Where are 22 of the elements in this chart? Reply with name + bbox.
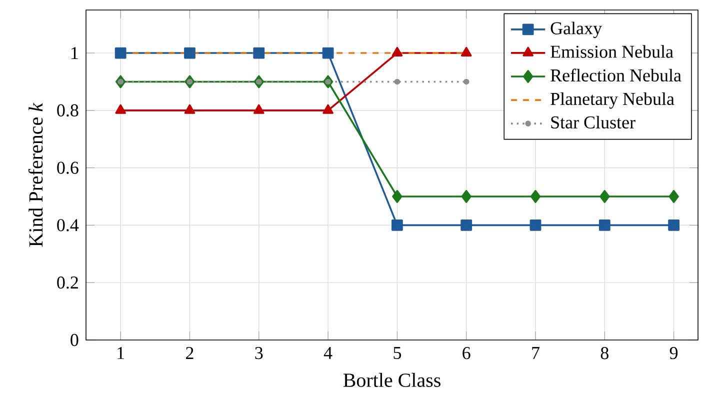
legend-label: Reflection Nebula (550, 68, 682, 82)
x-axis-title: Bortle Class (343, 372, 440, 387)
x-tick-label: 3 (255, 347, 263, 360)
legend-label: Star Cluster (551, 116, 636, 129)
y-tick-label: 1 (72, 47, 78, 59)
y-tick-label: 0.6 (57, 162, 78, 174)
x-tick-label: 7 (532, 347, 540, 359)
x-tick-label: 8 (600, 347, 608, 360)
y-tick-label: 0.8 (57, 104, 78, 117)
legend-label: Planetary Nebula (550, 92, 674, 109)
x-tick-label: 4 (324, 347, 332, 359)
x-tick-label: 1 (118, 347, 124, 359)
legend-label: Emission Nebula (550, 45, 674, 58)
y-tick-label: 0.2 (57, 276, 78, 289)
x-tick-label: 2 (186, 347, 194, 359)
y-axis-title: Kind Preference k (28, 102, 43, 247)
x-tick-label: 9 (670, 347, 678, 360)
x-tick-label: 6 (462, 347, 470, 360)
x-tick-label: 5 (394, 347, 402, 360)
y-tick-label: 0.4 (57, 219, 79, 232)
legend-label: Galaxy (550, 22, 602, 38)
y-tick-label: 0 (70, 334, 78, 346)
